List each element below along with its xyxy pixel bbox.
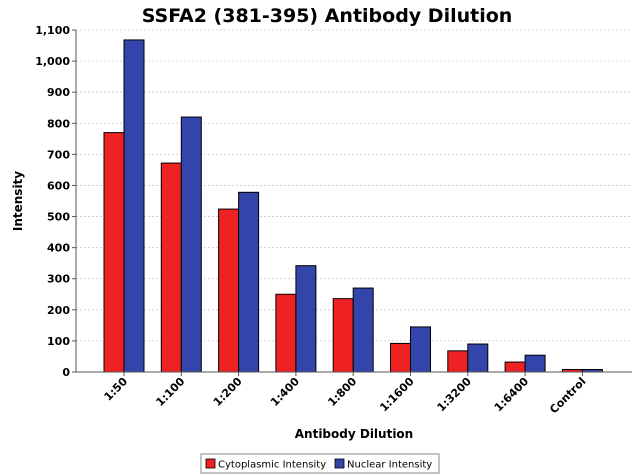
y-tick-label: 600 [47,179,70,192]
bar [352,287,374,373]
y-tick-label: 300 [47,273,70,286]
y-tick-label: 100 [47,335,70,348]
bar [218,208,240,373]
bar [390,342,411,373]
y-tick-label: 1,000 [35,55,70,68]
bar [275,293,297,373]
bars [103,39,603,373]
bar [295,265,317,373]
y-tick-label: 400 [47,242,70,255]
y-tick-label: 200 [47,304,70,317]
bar [180,116,202,373]
x-axis-title: Antibody Dilution [295,427,413,441]
bar [467,343,489,373]
x-ticks: 1:50 1:100 1:200 1:400 1:800 1:1600 1:3200 1:64… [102,372,589,416]
y-tick-label: 500 [47,211,70,224]
bar [504,361,526,373]
x-tick-label: 1:6400 [492,375,532,415]
x-tick-label: 1:200 [211,375,245,409]
y-axis-title: Intensity [11,171,25,231]
x-tick-label: 1:400 [268,375,302,409]
bar [103,132,125,373]
bar [332,298,354,373]
x-tick-label: 1:100 [153,375,187,409]
y-tick-label: 900 [47,86,70,99]
x-tick-label: 1:3200 [435,375,475,415]
bar [447,350,469,373]
x-tick-label: Control [547,375,588,416]
axes [75,30,632,373]
y-tick-label: 1,100 [35,24,70,37]
bar [238,191,260,373]
legend: Cytoplasmic Intensity Nuclear Intensity [200,453,440,474]
legend-swatch-cytoplasmic [205,458,216,469]
y-tick-label: 0 [62,366,70,379]
x-tick-label: 1:800 [325,375,359,409]
bar [123,39,145,373]
bar [524,354,546,373]
x-tick-label: 1:50 [102,375,131,404]
chart-title: SSFA2 (381-395) Antibody Dilution [142,5,513,27]
x-tick-label: 1:1600 [377,375,417,415]
y-ticks: 0 100 200 300 400 500 600 700 800 900 1,000 1,100 [35,24,76,379]
bar [410,326,431,373]
legend-swatch-nuclear [334,458,345,469]
bar [160,162,182,373]
legend-frame [200,453,440,474]
y-tick-label: 700 [47,148,70,161]
y-tick-label: 800 [47,117,70,130]
legend-label-cytoplasmic: Cytoplasmic Intensity [218,460,326,471]
legend-label-nuclear: Nuclear Intensity [347,460,432,471]
